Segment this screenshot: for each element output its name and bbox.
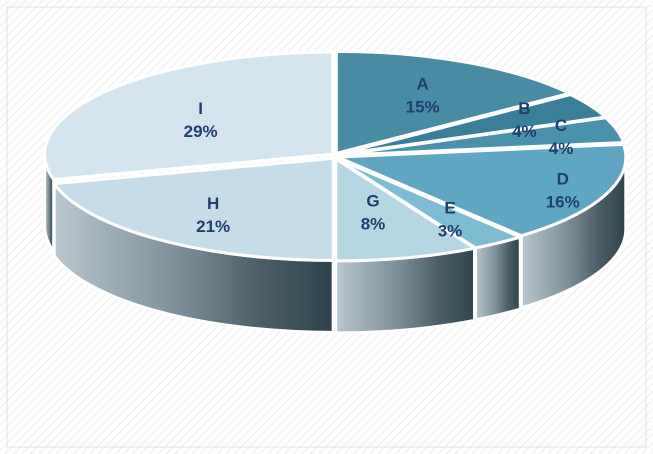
pie-labels: A 15% B 4% C 4% D 16% E 3% G 8% H 21% I 29% xyxy=(184,74,580,240)
slice-label-E: E xyxy=(444,199,455,218)
slice-label-C: C xyxy=(555,116,567,135)
pie-slice-G xyxy=(334,157,476,263)
pie-slice-C xyxy=(336,116,626,157)
slice-label-H: H xyxy=(207,194,219,213)
slice-percent-I: 29% xyxy=(184,122,218,141)
chart-border xyxy=(6,6,647,448)
slice-label-G: G xyxy=(366,191,379,210)
slice-label-B: B xyxy=(518,99,530,118)
slice-label-I: I xyxy=(198,99,203,118)
slice-percent-G: 8% xyxy=(361,214,386,233)
slice-percent-D: 16% xyxy=(546,193,580,212)
pie-slice-H xyxy=(52,156,335,262)
pie-slice-D xyxy=(336,142,628,238)
pie-top-faces xyxy=(43,49,628,263)
slice-percent-A: 15% xyxy=(406,97,440,116)
pie-slice-A xyxy=(334,49,571,155)
pie-slice-I xyxy=(43,50,335,182)
slice-percent-H: 21% xyxy=(196,217,230,236)
pie-side-walls xyxy=(43,154,628,335)
pie-side-E xyxy=(473,235,522,322)
slice-percent-E: 3% xyxy=(438,222,463,241)
slice-percent-B: 4% xyxy=(512,122,537,141)
slice-percent-C: 4% xyxy=(549,139,574,158)
slice-label-D: D xyxy=(557,170,569,189)
slice-label-A: A xyxy=(417,74,429,93)
